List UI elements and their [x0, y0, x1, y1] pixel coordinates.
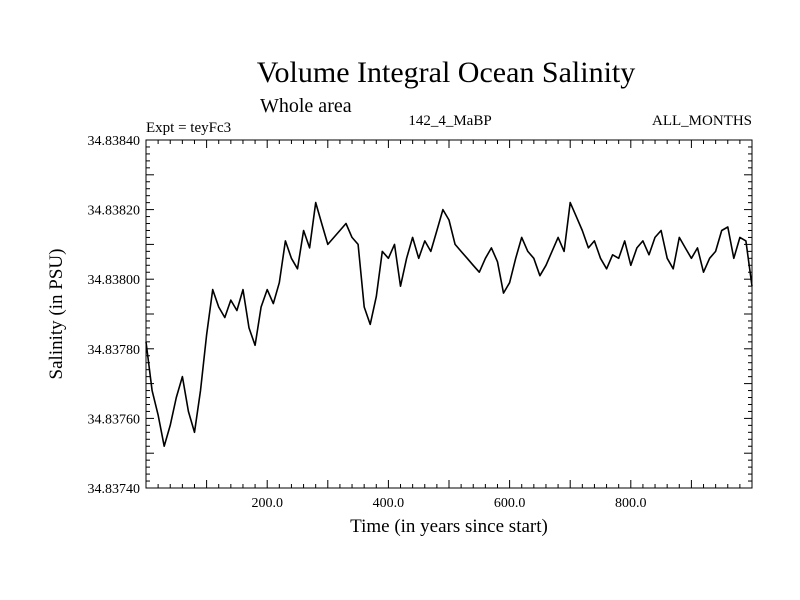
y-tick-label: 34.83820 — [88, 204, 141, 219]
chart-title: Volume Integral Ocean Salinity — [257, 56, 636, 89]
experiment-label: Expt = teyFc3 — [146, 120, 231, 136]
x-axis-label: Time (in years since start) — [350, 516, 548, 537]
period-label: 142_4_MaBP — [408, 113, 491, 129]
months-label: ALL_MONTHS — [652, 113, 752, 129]
salinity-series-line — [145, 201, 753, 448]
y-tick-label: 34.83760 — [88, 412, 141, 427]
y-tick-label: 34.83740 — [88, 482, 141, 497]
x-tick-label: 800.0 — [615, 496, 647, 511]
y-tick-label: 34.83800 — [88, 273, 141, 288]
y-tick-label: 34.83840 — [88, 134, 141, 149]
x-tick-label: 400.0 — [373, 496, 405, 511]
chart-subtitle: Whole area — [260, 95, 352, 117]
y-axis-label: Salinity (in PSU) — [46, 249, 67, 380]
x-tick-label: 600.0 — [494, 496, 526, 511]
x-tick-label: 200.0 — [251, 496, 283, 511]
plot-frame — [145, 139, 753, 489]
y-tick-label: 34.83780 — [88, 343, 141, 358]
